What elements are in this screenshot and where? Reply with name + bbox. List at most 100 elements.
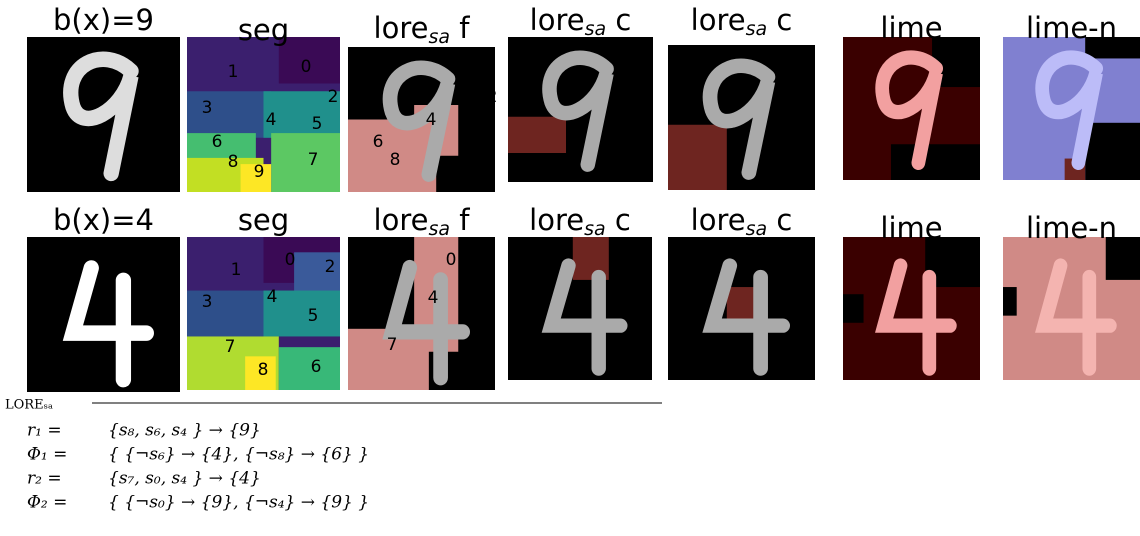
segment-label: 8: [228, 152, 239, 172]
segment-label: 1: [228, 62, 239, 82]
image-region: [843, 294, 864, 323]
title-suffix: f: [450, 11, 470, 45]
title-text: lore: [691, 3, 746, 37]
panel: lime: [843, 11, 980, 180]
panel: loresa f 04 7: [348, 203, 495, 390]
title-text: lore: [529, 203, 584, 237]
title-text: lime: [880, 211, 942, 245]
image-region: [1003, 287, 1017, 316]
panel-title: loresa f: [374, 203, 471, 240]
panel: seg 1 0 3 2 4 5 68 7 9: [187, 13, 340, 192]
segment-label: 4: [426, 110, 437, 130]
panel-title: lime-n: [1026, 211, 1117, 245]
title-text: b(x)=4: [53, 203, 154, 237]
title-suffix: c: [767, 203, 792, 237]
rule-lhs: r₂ =: [27, 469, 62, 489]
image-region: [668, 125, 727, 190]
rule-rhs: {s₇, s₀, s₄ } → {4}: [108, 469, 261, 489]
segment-label: 2: [325, 257, 336, 277]
segment-label: 4: [428, 288, 439, 308]
segment-label: 0: [301, 57, 312, 77]
segment-label: 5: [308, 306, 319, 326]
panel-title: loresa c: [691, 3, 793, 40]
title-text: lime-n: [1026, 11, 1117, 45]
title-suffix: c: [606, 3, 631, 37]
panel: lime-n: [1003, 11, 1140, 180]
title-text: lore: [374, 203, 429, 237]
segment-label: 3: [202, 98, 213, 118]
title-text: b(x)=9: [53, 3, 154, 37]
segment-label: 8: [390, 150, 401, 170]
figure: b(x)=9seg1032456879loresa f2468loresa cl…: [0, 0, 1140, 536]
panel: lime-n: [1003, 211, 1140, 380]
title-suffix: c: [767, 3, 792, 37]
panel: loresa c: [668, 3, 815, 190]
panel-title: lime: [880, 11, 942, 45]
segment-label: 0: [446, 250, 457, 270]
image-region: [1085, 123, 1140, 180]
title-text: lime: [880, 11, 942, 45]
title-suffix: c: [606, 203, 631, 237]
image-region: [187, 91, 271, 138]
panel-title: seg: [238, 13, 289, 47]
image-region: [279, 347, 340, 390]
segment-label: 2: [328, 87, 339, 107]
segment-label: 5: [312, 114, 323, 134]
segment-label: 4: [267, 287, 278, 307]
rule-rhs: { {¬s₀} → {9}, {¬s₄} → {9} }: [108, 493, 369, 513]
rule-lhs: Φ₁ =: [27, 445, 67, 465]
segment-label: 6: [311, 357, 322, 377]
panel-title: loresa c: [529, 203, 631, 240]
panel: lime: [843, 211, 980, 380]
panel: loresa f 2 4 68: [348, 11, 497, 192]
title-text: lore: [374, 11, 429, 45]
title-subscript: sa: [428, 218, 450, 240]
title-subscript: sa: [746, 218, 768, 240]
title-text: lime-n: [1026, 211, 1117, 245]
title-subscript: sa: [428, 26, 450, 48]
segment-label: 4: [266, 110, 277, 130]
image-region: [187, 291, 264, 337]
image-region: [271, 133, 340, 192]
panel-title: b(x)=9: [53, 3, 154, 37]
rule-rhs: {s₈, s₆, s₄ } → {9}: [108, 421, 261, 441]
panel-title: seg: [238, 203, 289, 237]
panel: b(x)=9: [27, 3, 180, 192]
segment-label: 1: [231, 260, 242, 280]
rule-lhs: r₁ =: [27, 421, 62, 441]
panel: loresa c: [668, 203, 815, 380]
title-subscript: sa: [584, 218, 606, 240]
panel: loresa c: [508, 3, 653, 182]
title-text: lore: [530, 3, 585, 37]
panel-image: [27, 237, 180, 392]
panel-title: loresa c: [530, 3, 632, 40]
image-region: [891, 144, 980, 180]
title-suffix: f: [450, 203, 470, 237]
segment-label: 6: [373, 132, 384, 152]
panel-title: lime-n: [1026, 11, 1117, 45]
segment-label: 6: [212, 132, 223, 152]
panel-title: loresa f: [374, 11, 471, 48]
title-text: seg: [238, 203, 289, 237]
segment-label: 7: [308, 150, 319, 170]
title-text: seg: [238, 13, 289, 47]
segment-label: 7: [225, 337, 236, 357]
panel: b(x)=4: [27, 203, 180, 392]
segment-label: 3: [202, 292, 213, 312]
title-text: lore: [691, 203, 746, 237]
title-subscript: sa: [746, 18, 768, 40]
panel-title: b(x)=4: [53, 203, 154, 237]
panel-title: lime: [880, 211, 942, 245]
segment-label: 8: [258, 360, 269, 380]
panel-title: loresa c: [691, 203, 793, 240]
rule-lhs: Φ₂ =: [27, 493, 67, 513]
rule-rhs: { {¬s₆} → {4}, {¬s₈} → {6} }: [108, 445, 369, 465]
segment-label: 9: [254, 162, 265, 182]
segment-label: 7: [387, 335, 398, 355]
panel: loresa c: [508, 203, 652, 380]
segment-label: 2: [487, 87, 498, 107]
image-region: [508, 117, 566, 153]
title-subscript: sa: [585, 18, 607, 40]
rules-header: LOREₛₐ: [5, 398, 53, 413]
